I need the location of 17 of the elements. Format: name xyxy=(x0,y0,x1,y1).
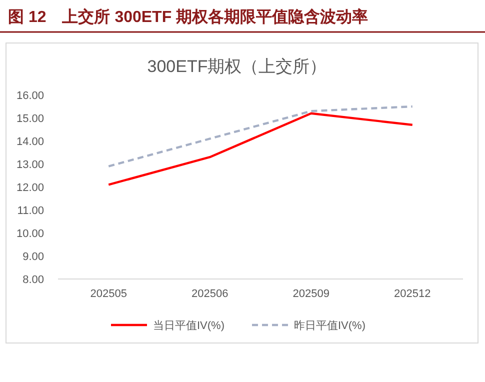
y-tick-label: 10.00 xyxy=(16,228,44,240)
y-tick-label: 12.00 xyxy=(16,182,44,194)
legend-label: 当日平值IV(%) xyxy=(153,320,224,332)
x-tick-label: 202509 xyxy=(292,288,330,300)
y-tick-label: 16.00 xyxy=(16,90,44,102)
x-tick-label: 202505 xyxy=(90,288,127,300)
chart-subtitle: 300ETF期权（上交所） xyxy=(147,57,327,76)
y-tick-label: 8.00 xyxy=(22,274,44,286)
legend-label: 昨日平值IV(%) xyxy=(294,320,366,332)
y-tick-label: 9.00 xyxy=(22,251,44,263)
y-tick-label: 15.00 xyxy=(16,113,44,125)
y-tick-label: 13.00 xyxy=(16,159,44,171)
chart-title: 图 12 上交所 300ETF 期权各期限平值隐含波动率 xyxy=(8,7,368,26)
x-tick-label: 202506 xyxy=(192,288,228,300)
x-tick-label: 202512 xyxy=(394,288,431,300)
y-tick-label: 11.00 xyxy=(17,205,44,217)
y-tick-label: 14.00 xyxy=(16,136,44,148)
